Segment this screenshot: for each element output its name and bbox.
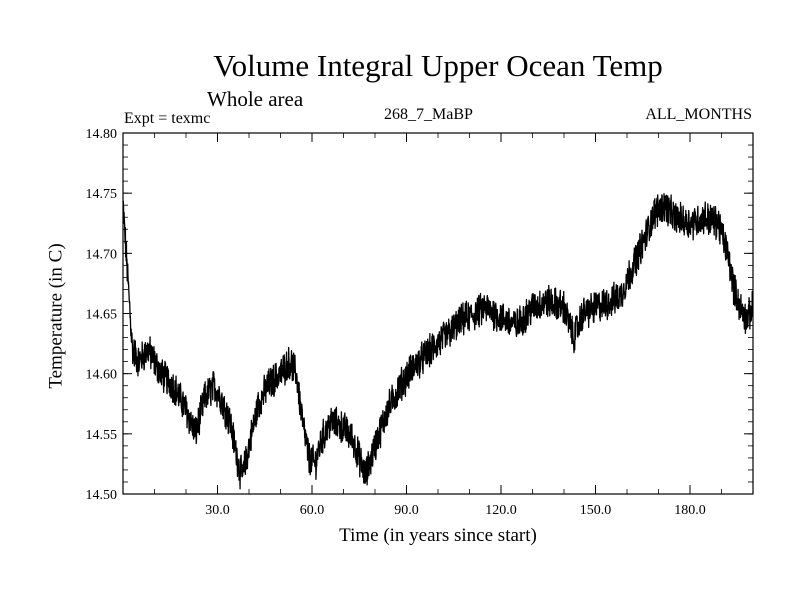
experiment-annotation: Expt = texmc [124, 110, 211, 127]
y-tick-label: 14.60 [86, 368, 118, 383]
x-tick-label: 30.0 [205, 503, 230, 518]
x-tick-label: 60.0 [300, 503, 325, 518]
y-tick-label: 14.55 [86, 428, 118, 443]
y-tick-label: 14.70 [86, 247, 118, 262]
months-annotation: ALL_MONTHS [645, 106, 752, 123]
x-tick-label: 120.0 [485, 503, 517, 518]
y-tick-label: 14.65 [86, 308, 118, 323]
y-tick-label: 14.75 [86, 187, 118, 202]
series-layer [122, 193, 754, 490]
tick-layer: 14.50 14.55 14.60 14.65 14.70 14.75 14.80 30.0 6… [86, 127, 753, 518]
chart-subtitle: Whole area [207, 87, 304, 111]
x-tick-label: 180.0 [674, 503, 706, 518]
y-tick-label: 14.80 [86, 127, 118, 142]
chart-title: Volume Integral Upper Ocean Temp [213, 48, 663, 83]
x-axis-label: Time (in years since start) [339, 525, 537, 546]
y-tick-label: 14.50 [86, 488, 118, 503]
x-tick-label: 90.0 [394, 503, 419, 518]
x-tick-label: 150.0 [580, 503, 612, 518]
plot-frame [122, 132, 754, 495]
temperature-series-line [122, 193, 754, 490]
run-annotation: 268_7_MaBP [384, 106, 473, 123]
